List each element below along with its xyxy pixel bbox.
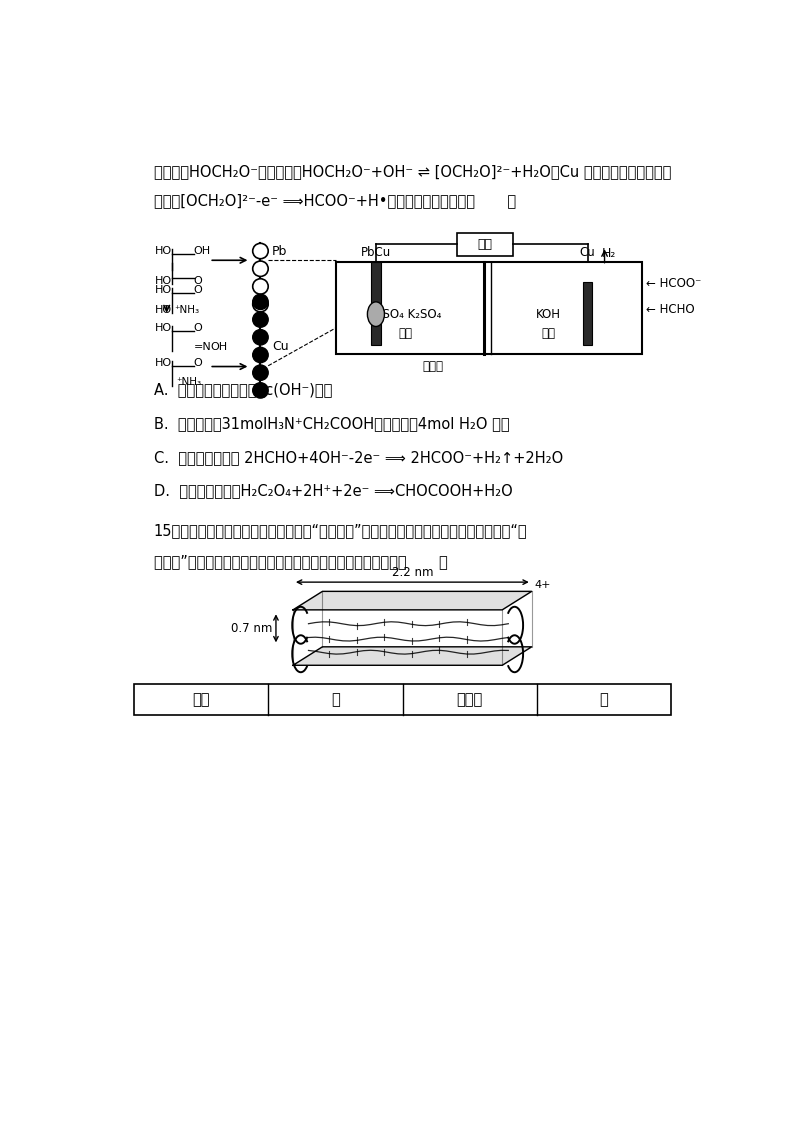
Text: O: O (194, 285, 202, 295)
Text: D.  阴极区存在反应H₂C₂O₄+2H⁺+2e⁻ ⟹CHOCOOH+H₂O: D. 阴极区存在反应H₂C₂O₄+2H⁺+2e⁻ ⟹CHOCOOH+H₂O (153, 484, 512, 499)
Text: A.  电解一段时间后阳极区c(OH⁻)减小: A. 电解一段时间后阳极区c(OH⁻)减小 (153, 382, 332, 396)
Text: HO: HO (155, 246, 172, 256)
Text: B.  理论上生戕31molH₃N⁺CH₂COOH双极膜中有4mol H₂O 解离: B. 理论上生戕31molH₃N⁺CH₂COOH双极膜中有4mol H₂O 解离 (153, 416, 509, 431)
Circle shape (252, 244, 268, 258)
Bar (583, 282, 592, 345)
Text: 溶液: 溶液 (542, 327, 556, 340)
Text: ⁺NH₃: ⁺NH₃ (175, 305, 199, 314)
Bar (372, 262, 380, 345)
Text: 2.2 nm: 2.2 nm (391, 566, 433, 579)
Ellipse shape (368, 302, 384, 327)
Text: PbCu: PbCu (360, 246, 391, 258)
Circle shape (252, 312, 268, 327)
Circle shape (252, 294, 268, 310)
Text: ← HCOO⁻: ← HCOO⁻ (646, 277, 702, 290)
Text: ← HCHO: ← HCHO (646, 303, 695, 316)
Text: HO: HO (155, 285, 172, 295)
Text: =N: =N (194, 341, 211, 351)
Text: Pb: Pb (272, 245, 287, 257)
Text: O: O (194, 323, 202, 334)
Bar (336, 262, 642, 354)
Text: HO: HO (155, 323, 172, 334)
Text: 电源: 电源 (477, 238, 492, 250)
Text: OH: OH (211, 341, 228, 351)
Circle shape (252, 279, 268, 294)
Text: 子客车”的结合常数（値越大越稳定）见表。下列说法错误的是（       ）: 子客车”的结合常数（値越大越稳定）见表。下列说法错误的是（ ） (153, 555, 447, 569)
Text: 醛转化为HOCH₂O⁻，存在平衡HOCH₂O⁻+OH⁻ ⇌ [OCH₂O]²⁻+H₂O。Cu 电极上发生的电子转移: 醛转化为HOCH₂O⁻，存在平衡HOCH₂O⁻+OH⁻ ⇌ [OCH₂O]²⁻+… (153, 164, 671, 179)
Text: 寇: 寇 (599, 692, 608, 706)
Text: HO: HO (155, 275, 172, 285)
Text: Cu: Cu (272, 340, 289, 353)
Text: KOH: KOH (536, 308, 561, 321)
Circle shape (252, 383, 268, 398)
Text: 芳烃: 芳烃 (192, 692, 210, 706)
Text: ⁺NH₃: ⁺NH₃ (177, 376, 202, 386)
Text: O: O (194, 358, 202, 368)
Text: 4+: 4+ (535, 579, 551, 590)
Text: 15．科学家合成了一种如图所示的纳米“分子客车”，能装载多种稠环芳香烃。三种芳烃与“分: 15．科学家合成了一种如图所示的纳米“分子客车”，能装载多种稠环芳香烃。三种芳烃… (153, 523, 527, 539)
Text: Cu: Cu (580, 246, 596, 258)
Bar (457, 232, 513, 256)
Polygon shape (293, 592, 532, 610)
Text: 反应为[OCH₂O]²⁻-e⁻ ⟹HCOO⁻+H•。下列说法错误的是（       ）: 反应为[OCH₂O]²⁻-e⁻ ⟹HCOO⁻+H•。下列说法错误的是（ ） (153, 193, 515, 208)
Text: 萱: 萱 (331, 692, 340, 706)
Text: H₂: H₂ (601, 247, 616, 261)
Text: 0.7 nm: 0.7 nm (232, 622, 273, 634)
Text: H₂SO₄ K₂SO₄: H₂SO₄ K₂SO₄ (369, 308, 441, 321)
Text: HO: HO (155, 305, 172, 314)
Circle shape (252, 261, 268, 276)
Text: C.  阳极总反应式为 2HCHO+4OH⁻-2e⁻ ⟹ 2HCOO⁻+H₂↑+2H₂O: C. 阳极总反应式为 2HCHO+4OH⁻-2e⁻ ⟹ 2HCOO⁻+H₂↑+2… (153, 449, 563, 465)
Polygon shape (293, 647, 532, 665)
Text: HO: HO (155, 358, 172, 368)
Circle shape (252, 296, 268, 312)
Text: 溶液: 溶液 (399, 327, 412, 340)
Text: 并四苯: 并四苯 (457, 692, 483, 706)
Circle shape (252, 365, 268, 381)
Text: 双极膜: 双极膜 (422, 360, 444, 373)
Circle shape (252, 329, 268, 345)
Text: O: O (194, 275, 202, 285)
Circle shape (252, 347, 268, 363)
Text: OH: OH (194, 246, 211, 256)
Bar (134, 684, 671, 714)
